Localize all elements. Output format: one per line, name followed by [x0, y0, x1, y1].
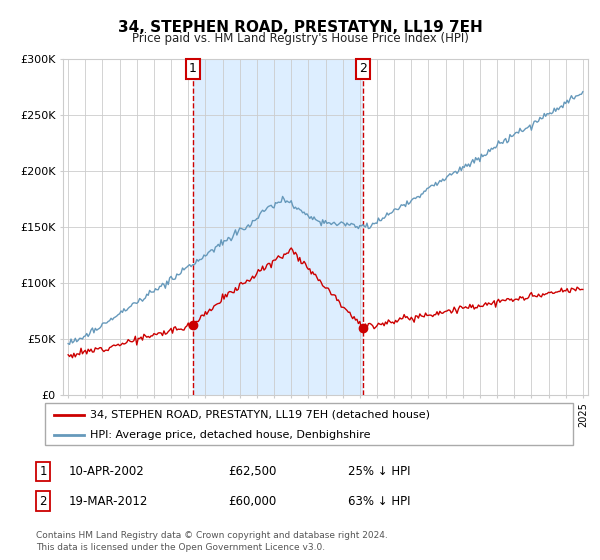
Text: 2: 2: [40, 494, 47, 508]
Text: 2: 2: [359, 62, 367, 76]
Text: 1: 1: [189, 62, 197, 76]
Text: Price paid vs. HM Land Registry's House Price Index (HPI): Price paid vs. HM Land Registry's House …: [131, 32, 469, 45]
Text: 1: 1: [40, 465, 47, 478]
Text: £60,000: £60,000: [228, 494, 276, 508]
Text: 25% ↓ HPI: 25% ↓ HPI: [348, 465, 410, 478]
Text: 34, STEPHEN ROAD, PRESTATYN, LL19 7EH: 34, STEPHEN ROAD, PRESTATYN, LL19 7EH: [118, 20, 482, 35]
Text: 19-MAR-2012: 19-MAR-2012: [69, 494, 148, 508]
Bar: [193, 59, 364, 395]
Text: 34, STEPHEN ROAD, PRESTATYN, LL19 7EH (detached house): 34, STEPHEN ROAD, PRESTATYN, LL19 7EH (d…: [90, 410, 430, 420]
Text: Contains HM Land Registry data © Crown copyright and database right 2024.
This d: Contains HM Land Registry data © Crown c…: [36, 531, 388, 552]
Text: £62,500: £62,500: [228, 465, 277, 478]
Text: HPI: Average price, detached house, Denbighshire: HPI: Average price, detached house, Denb…: [90, 430, 371, 440]
Text: 63% ↓ HPI: 63% ↓ HPI: [348, 494, 410, 508]
Text: 10-APR-2002: 10-APR-2002: [69, 465, 145, 478]
